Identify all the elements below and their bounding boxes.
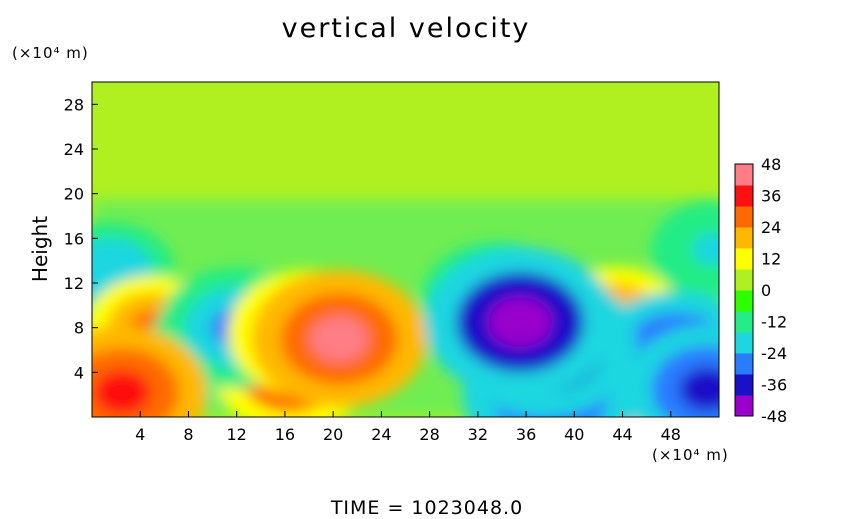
x-tick-label: 16 <box>275 425 295 444</box>
colorbar-segment <box>735 206 753 228</box>
colorbar-segment <box>735 164 753 186</box>
colorbar-segment <box>735 290 753 312</box>
colorbar-frame <box>734 163 754 417</box>
field-core <box>309 315 369 362</box>
x-tick-label: 48 <box>661 425 681 444</box>
x-tick-label: 36 <box>516 425 536 444</box>
colorbar-label: -48 <box>761 407 787 426</box>
field-core <box>488 297 552 348</box>
y-tick-label: 28 <box>64 95 84 114</box>
field-core <box>692 233 719 266</box>
x-axis-ticks: 4 8 12 16 20 24 28 32 36 40 44 48 <box>135 411 681 444</box>
y-axis-ticks: 4 8 12 16 20 24 28 <box>64 95 98 382</box>
colorbar-label: 48 <box>761 155 781 174</box>
x-unit-label: (×10⁴ m) <box>652 446 729 464</box>
colorbar-label: -12 <box>761 313 787 332</box>
colorbar-label: -36 <box>761 376 787 395</box>
colorbar-segment <box>735 332 753 354</box>
chart-title: vertical velocity <box>281 13 531 44</box>
x-tick-label: 32 <box>468 425 488 444</box>
colorbar-label: -24 <box>761 344 787 363</box>
time-footer: TIME = 1023048.0 <box>330 497 524 519</box>
colorbar-label: 0 <box>761 281 771 300</box>
x-tick-label: 44 <box>612 425 632 444</box>
field-core <box>92 255 132 289</box>
x-tick-label: 12 <box>227 425 247 444</box>
colorbar-segment <box>735 374 753 396</box>
colorbar: 48 36 24 12 0 -12 -24 -36 -48 <box>734 155 787 426</box>
colorbar-segment <box>735 269 753 291</box>
colorbar-segment <box>735 353 753 375</box>
colorbar-segment <box>735 395 753 417</box>
plot-area <box>91 81 720 418</box>
colorbar-label: 12 <box>761 250 781 269</box>
y-tick-label: 12 <box>64 274 84 293</box>
y-tick-label: 16 <box>64 229 84 248</box>
colorbar-segment <box>735 311 753 333</box>
x-tick-label: 8 <box>183 425 193 444</box>
x-tick-label: 24 <box>371 425 391 444</box>
y-tick-label: 20 <box>64 185 84 204</box>
x-tick-label: 4 <box>135 425 145 444</box>
plot-frame <box>91 81 720 418</box>
x-tick-label: 40 <box>564 425 584 444</box>
y-tick-label: 24 <box>64 140 84 159</box>
field-core <box>93 370 151 415</box>
colorbar-segment <box>735 248 753 270</box>
colorbar-label: 24 <box>761 218 781 237</box>
y-unit-label: (×10⁴ m) <box>12 44 89 62</box>
colorbar-label: 36 <box>761 187 781 206</box>
colorbar-segment <box>735 185 753 207</box>
x-tick-label: 28 <box>419 425 439 444</box>
y-tick-label: 4 <box>74 363 84 382</box>
colorbar-segment <box>735 227 753 249</box>
field-core <box>679 367 719 411</box>
y-tick-label: 8 <box>74 319 84 338</box>
x-tick-label: 20 <box>323 425 343 444</box>
